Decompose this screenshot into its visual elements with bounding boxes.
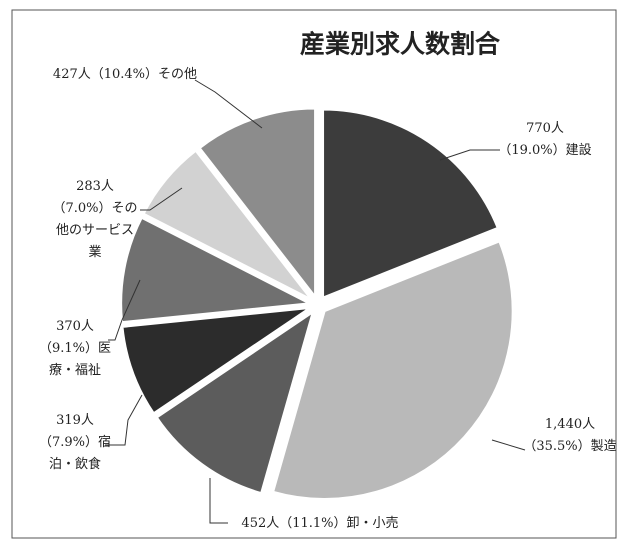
slice-label: 1,440人 bbox=[545, 417, 595, 432]
value-label: 427人（10.4%） bbox=[53, 67, 158, 82]
value-label: （19.0%） bbox=[498, 143, 565, 158]
pie-slice bbox=[322, 108, 499, 300]
pie-slice bbox=[198, 107, 317, 300]
leader-line bbox=[209, 478, 228, 524]
slice-label: 泊・飲食 bbox=[49, 456, 101, 472]
category-label: 業 bbox=[88, 244, 101, 260]
category-label: その他 bbox=[158, 67, 197, 82]
value-label: 283人 bbox=[76, 179, 114, 194]
category-label: 他のサービス bbox=[56, 223, 134, 238]
value-label: （35.5%） bbox=[523, 439, 590, 454]
pie-slice bbox=[271, 240, 514, 500]
slice-label: 療・福祉 bbox=[49, 363, 101, 378]
slice-label: （7.0%）その bbox=[52, 201, 137, 216]
slice-label: 770人 bbox=[526, 121, 564, 136]
pie-slice bbox=[155, 309, 315, 495]
leader-line bbox=[140, 187, 183, 211]
leader-line bbox=[491, 439, 526, 451]
category-label: 療・福祉 bbox=[49, 363, 101, 378]
value-label: 770人 bbox=[526, 121, 564, 136]
frame bbox=[11, 9, 617, 539]
slice-label: 370人 bbox=[56, 319, 94, 334]
category-label: 卸・小売 bbox=[347, 515, 399, 531]
slice-label: 452人（11.1%）卸・小売 bbox=[241, 515, 398, 531]
slice-label: 319人 bbox=[56, 413, 94, 428]
category-label: 泊・飲食 bbox=[49, 456, 101, 472]
category-label: 医 bbox=[98, 341, 111, 356]
value-label: （7.9%） bbox=[39, 435, 98, 450]
value-label: （9.1%） bbox=[39, 341, 98, 356]
value-label: 370人 bbox=[56, 319, 94, 334]
slice-label: 業 bbox=[88, 244, 101, 260]
pie-slice bbox=[121, 307, 311, 415]
slice-label: （7.9%）宿 bbox=[39, 434, 111, 450]
category-label: 宿 bbox=[98, 434, 111, 450]
chart-title: 産業別求人数割合 bbox=[300, 30, 501, 59]
leader-line bbox=[105, 394, 143, 446]
value-label: 1,440人 bbox=[545, 417, 595, 432]
pie-slice bbox=[142, 149, 312, 301]
slice-label: （19.0%）建設 bbox=[498, 142, 591, 158]
value-label: 319人 bbox=[56, 413, 94, 428]
value-label: （7.0%） bbox=[52, 201, 111, 216]
slice-label: 283人 bbox=[76, 179, 114, 194]
slice-label: （35.5%）製造 bbox=[523, 439, 616, 454]
pie-slice bbox=[120, 216, 313, 324]
slice-label: 427人（10.4%）その他 bbox=[53, 67, 197, 82]
value-label: 452人（11.1%） bbox=[241, 516, 346, 531]
category-label: その bbox=[112, 201, 138, 216]
category-label: 製造 bbox=[591, 439, 617, 454]
leader-line bbox=[439, 149, 500, 161]
slice-label: （9.1%）医 bbox=[39, 341, 111, 356]
leader-line bbox=[108, 279, 141, 341]
slice-label: 他のサービス bbox=[56, 223, 134, 238]
leader-line bbox=[194, 79, 263, 129]
category-label: 建設 bbox=[566, 142, 592, 158]
